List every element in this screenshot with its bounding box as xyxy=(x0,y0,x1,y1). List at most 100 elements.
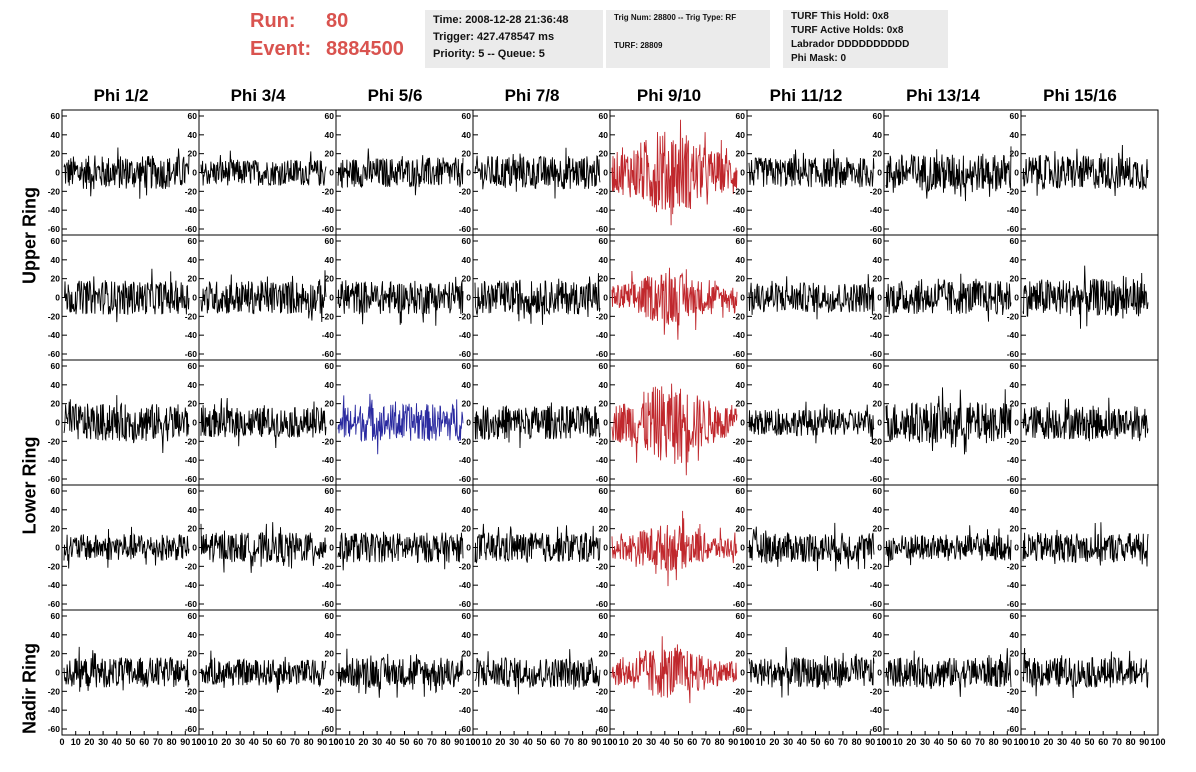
column-header-phi-13-14: Phi 13/14 xyxy=(906,86,980,105)
waveform-line xyxy=(63,526,190,569)
x-tick-label: 40 xyxy=(112,737,122,747)
waveform-line xyxy=(611,383,738,476)
x-tick-label: 20 xyxy=(632,737,642,747)
x-tick-label: 60 xyxy=(139,737,149,747)
waveform-line xyxy=(63,395,190,454)
waveform-line xyxy=(611,510,738,587)
y-tick-label: 60 xyxy=(325,111,335,121)
y-tick-label: -60 xyxy=(870,724,883,734)
y-tick-label: 40 xyxy=(1010,380,1020,390)
y-tick-label: 20 xyxy=(736,274,746,284)
y-tick-label: -20 xyxy=(1007,436,1020,446)
y-tick-label: -60 xyxy=(870,599,883,609)
x-tick-label: 10 xyxy=(1030,737,1040,747)
column-header-phi-5-6: Phi 5/6 xyxy=(367,86,423,105)
x-tick-label: 60 xyxy=(276,737,286,747)
y-tick-label: -40 xyxy=(459,455,472,465)
y-tick-label: 0 xyxy=(466,668,471,678)
x-tick-label: 0 xyxy=(59,737,64,747)
x-tick-label: 10 xyxy=(619,737,629,747)
y-tick-label: -20 xyxy=(48,686,61,696)
waveform-line xyxy=(474,147,601,199)
x-tick-label: 20 xyxy=(84,737,94,747)
y-tick-label: 0 xyxy=(1014,418,1019,428)
y-tick-label: -40 xyxy=(322,705,335,715)
x-tick-label: 90 xyxy=(317,737,327,747)
waveform-line xyxy=(337,393,464,455)
x-tick-label: 60 xyxy=(550,737,560,747)
y-tick-label: 0 xyxy=(329,293,334,303)
waveform-line xyxy=(885,273,1012,322)
y-tick-label: -60 xyxy=(870,224,883,234)
y-tick-label: 40 xyxy=(873,130,883,140)
y-tick-label: 0 xyxy=(1014,668,1019,678)
y-tick-label: 40 xyxy=(462,255,472,265)
y-tick-label: 0 xyxy=(55,418,60,428)
waveform-line xyxy=(748,149,875,188)
y-tick-label: -40 xyxy=(48,330,61,340)
turf-hold-box: TURF This Hold: 0x8 TURF Active Holds: 0… xyxy=(783,10,948,68)
y-tick-label: -20 xyxy=(870,311,883,321)
y-tick-label: -60 xyxy=(870,474,883,484)
waveform-line xyxy=(1022,265,1149,329)
x-tick-label: 20 xyxy=(495,737,505,747)
y-tick-label: -20 xyxy=(596,561,609,571)
y-tick-label: -60 xyxy=(48,224,61,234)
y-tick-label: 0 xyxy=(1014,168,1019,178)
y-tick-label: 40 xyxy=(325,630,335,640)
y-tick-label: -60 xyxy=(48,349,61,359)
y-tick-label: 40 xyxy=(873,630,883,640)
y-tick-label: 20 xyxy=(325,649,335,659)
waveform-line xyxy=(748,522,875,572)
y-tick-label: 20 xyxy=(325,399,335,409)
y-tick-label: 60 xyxy=(599,486,609,496)
x-tick-label: 100 xyxy=(602,737,617,747)
x-tick-label: 30 xyxy=(509,737,519,747)
y-tick-label: -20 xyxy=(733,311,746,321)
y-tick-label: 40 xyxy=(599,130,609,140)
y-tick-label: 0 xyxy=(740,668,745,678)
y-tick-label: 20 xyxy=(462,399,472,409)
y-tick-label: 60 xyxy=(873,236,883,246)
y-tick-label: 0 xyxy=(877,418,882,428)
y-tick-label: -40 xyxy=(733,205,746,215)
y-tick-label: 0 xyxy=(55,668,60,678)
y-tick-label: 20 xyxy=(188,649,198,659)
y-tick-label: 40 xyxy=(1010,630,1020,640)
y-tick-label: 40 xyxy=(462,505,472,515)
y-tick-label: 60 xyxy=(462,111,472,121)
y-tick-label: 40 xyxy=(736,255,746,265)
y-tick-label: -40 xyxy=(733,455,746,465)
x-tick-label: 10 xyxy=(482,737,492,747)
y-tick-label: 0 xyxy=(55,168,60,178)
waveform-line xyxy=(885,146,1012,202)
y-tick-label: 20 xyxy=(736,149,746,159)
column-header-phi-3-4: Phi 3/4 xyxy=(230,86,286,105)
y-tick-label: -60 xyxy=(322,224,335,234)
y-tick-label: 60 xyxy=(51,611,61,621)
y-tick-label: -20 xyxy=(459,686,472,696)
x-tick-label: 0 xyxy=(1018,737,1023,747)
y-tick-label: 60 xyxy=(325,611,335,621)
y-tick-label: 60 xyxy=(599,236,609,246)
y-tick-label: 60 xyxy=(325,486,335,496)
y-tick-label: -60 xyxy=(322,349,335,359)
y-tick-label: 0 xyxy=(329,543,334,553)
waveform-line xyxy=(63,147,190,199)
trig-num-text: Trig Num: 28800 -- Trig Type: RF xyxy=(614,13,737,22)
x-tick-label: 20 xyxy=(906,737,916,747)
x-tick-label: 100 xyxy=(1013,737,1028,747)
trig-num-box: Trig Num: 28800 -- Trig Type: RF TURF: 2… xyxy=(606,10,770,68)
x-tick-label: 100 xyxy=(465,737,480,747)
trigger-text: Trigger: 427.478547 ms xyxy=(433,31,555,43)
y-tick-label: 60 xyxy=(736,486,746,496)
waveform-line xyxy=(1022,522,1149,567)
y-tick-label: -40 xyxy=(596,455,609,465)
y-tick-label: -60 xyxy=(733,349,746,359)
y-tick-label: -60 xyxy=(459,724,472,734)
x-tick-label: 70 xyxy=(290,737,300,747)
y-tick-label: 60 xyxy=(873,611,883,621)
waveform-line xyxy=(748,646,875,698)
y-tick-label: -20 xyxy=(322,436,335,446)
x-tick-label: 10 xyxy=(756,737,766,747)
